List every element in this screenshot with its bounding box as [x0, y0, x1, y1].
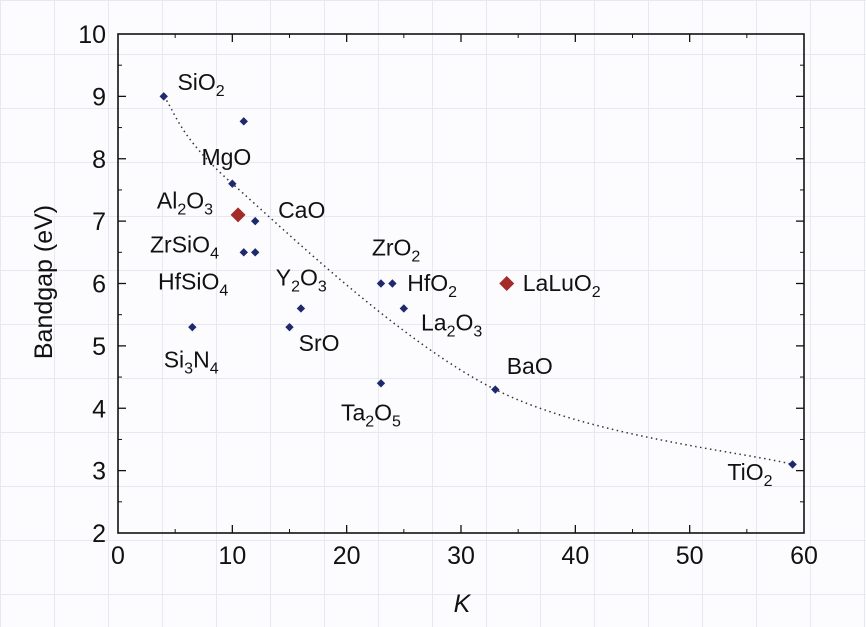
point-label: CaO: [278, 197, 325, 223]
x-tick-label: 30: [447, 542, 475, 570]
point-label: La2O3: [421, 309, 482, 340]
data-point: [388, 279, 397, 288]
x-tick-label: 20: [333, 542, 361, 570]
point-label: Y2O3: [276, 264, 327, 295]
point-label: ZrO2: [372, 234, 421, 265]
y-tick-label: 4: [92, 395, 106, 423]
y-tick-label: 7: [92, 208, 106, 236]
x-tick-label: 60: [790, 542, 818, 570]
y-tick-label: 9: [92, 83, 106, 111]
data-point: [296, 304, 306, 313]
data-point: [491, 385, 500, 394]
data-point: [188, 322, 197, 332]
x-tick-label: 10: [218, 542, 246, 570]
point-label: HfO2: [407, 270, 457, 301]
data-point: [376, 279, 386, 288]
y-tick-label: 5: [92, 333, 106, 361]
point-label: HfSiO4: [158, 269, 228, 300]
plot-area: 0 10 20 30 40 50 60 2 3 4 5 6 7 8 9 10 SiO2 MgO Al2O3 CaO Zr…: [78, 21, 818, 570]
y-tick-label: 3: [92, 458, 106, 486]
x-axis-title: K: [454, 590, 472, 618]
y-axis-title: Bandgap (eV): [30, 205, 58, 359]
x-tick-label: 0: [111, 542, 125, 570]
data-point: [788, 460, 797, 469]
y-tick-label: 10: [78, 21, 106, 49]
data-point: [376, 379, 386, 388]
point-label: ZrSiO4: [150, 231, 219, 262]
point-label: Ta2O5: [341, 400, 401, 431]
y-tick-label: 2: [92, 520, 106, 548]
x-tick-label: 50: [676, 542, 704, 570]
data-point: [228, 179, 237, 188]
point-label: Si3N4: [164, 347, 219, 378]
point-label: Al2O3: [157, 188, 213, 219]
data-point: [239, 117, 248, 126]
data-point: [251, 216, 260, 226]
data-point: [285, 322, 294, 332]
point-label: BaO: [507, 353, 553, 379]
point-label: LaLuO2: [523, 270, 601, 301]
point-label: SrO: [299, 330, 340, 356]
data-point: [159, 92, 168, 101]
point-label: MgO: [201, 144, 251, 170]
x-tick-label: 40: [561, 542, 589, 570]
data-point: [399, 304, 409, 313]
point-label: TiO2: [727, 459, 772, 490]
y-tick-label: 8: [92, 146, 106, 174]
data-point: [239, 248, 248, 257]
trend-curve: [163, 95, 793, 466]
highlighted-point: [230, 207, 246, 223]
highlighted-point: [499, 276, 515, 291]
y-tick-label: 6: [92, 271, 106, 299]
data-point: [251, 248, 260, 257]
point-label: SiO2: [177, 69, 224, 100]
